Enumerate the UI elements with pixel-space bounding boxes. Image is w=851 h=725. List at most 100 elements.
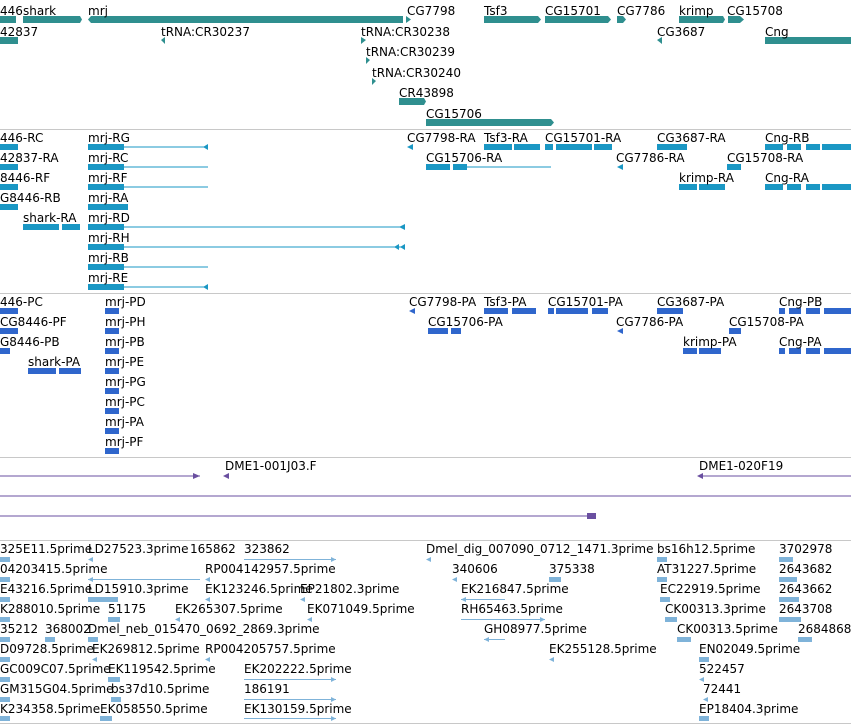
clone-label[interactable]: DME1-001J03.F [225, 459, 317, 473]
est-label[interactable]: EK265307.5prime [175, 602, 283, 616]
transcript-feature[interactable] [88, 144, 208, 150]
est-label[interactable]: RH65463.5prime [461, 602, 563, 616]
est-feature[interactable] [0, 657, 10, 662]
protein-label[interactable]: mrj-PC [105, 395, 145, 409]
protein-feature[interactable] [0, 348, 10, 354]
transcript-feature[interactable] [727, 164, 741, 170]
est-label[interactable]: CK00313.5prime [677, 622, 778, 636]
protein-feature[interactable] [0, 308, 18, 314]
est-label[interactable]: EK123246.5prime [205, 582, 313, 596]
gene-feature[interactable] [617, 16, 626, 23]
transcript-label[interactable]: mrj-RF [88, 171, 128, 185]
est-feature[interactable] [699, 716, 709, 721]
protein-label[interactable]: 446-PC [0, 295, 43, 309]
protein-feature[interactable] [657, 308, 683, 314]
est-feature[interactable] [45, 637, 55, 642]
transcript-label[interactable]: 446-RC [0, 131, 43, 145]
transcript-feature[interactable] [426, 164, 551, 170]
est-feature[interactable] [244, 557, 336, 562]
gene-feature[interactable] [88, 16, 403, 23]
est-label[interactable]: 72441 [703, 682, 741, 696]
protein-feature[interactable] [105, 368, 119, 374]
est-feature[interactable] [244, 677, 336, 682]
est-label[interactable]: 186191 [244, 682, 290, 696]
protein-feature[interactable] [105, 408, 119, 414]
est-feature[interactable] [92, 657, 97, 662]
protein-label[interactable]: Tsf3-PA [483, 295, 527, 309]
est-feature[interactable] [100, 716, 112, 721]
est-feature[interactable] [175, 617, 180, 622]
est-label[interactable]: RP004142957.5prime [205, 562, 336, 576]
est-label[interactable]: 2643708 [779, 602, 832, 616]
transcript-feature[interactable] [679, 184, 725, 190]
est-label[interactable]: EC22919.5prime [660, 582, 761, 596]
est-feature[interactable] [88, 577, 200, 582]
transcript-label[interactable]: CG15708-RA [727, 151, 804, 165]
transcript-feature[interactable] [407, 144, 413, 150]
protein-label[interactable]: CG15708-PA [729, 315, 805, 329]
est-label[interactable]: 35212 [0, 622, 38, 636]
clone-feature[interactable] [0, 473, 200, 479]
gene-label[interactable]: tRNA:CR30240 [372, 66, 461, 80]
est-feature[interactable] [779, 557, 793, 562]
protein-feature[interactable] [428, 328, 461, 334]
est-label[interactable]: EP18404.3prime [699, 702, 798, 716]
est-label[interactable]: EK058550.5prime [100, 702, 208, 716]
transcript-feature[interactable] [88, 184, 208, 190]
est-label[interactable]: 340606 [452, 562, 498, 576]
clone-feature[interactable] [697, 473, 851, 479]
gene-feature[interactable] [765, 37, 851, 44]
est-feature[interactable] [461, 597, 505, 602]
protein-label[interactable]: CG7786-PA [616, 315, 684, 329]
clone-feature[interactable] [223, 473, 229, 479]
protein-feature[interactable] [683, 348, 721, 354]
est-feature[interactable] [484, 637, 505, 642]
transcript-label[interactable]: shark-RA [23, 211, 77, 225]
transcript-feature[interactable] [0, 204, 18, 210]
est-feature[interactable] [0, 637, 10, 642]
est-feature[interactable] [108, 677, 120, 682]
est-feature[interactable] [0, 597, 10, 602]
gene-feature[interactable] [426, 119, 554, 126]
protein-feature[interactable] [105, 328, 119, 334]
transcript-label[interactable]: CG3687-RA [657, 131, 726, 145]
est-feature[interactable] [549, 577, 561, 582]
protein-label[interactable]: mrj-PE [105, 355, 144, 369]
transcript-feature[interactable] [88, 244, 405, 250]
est-label[interactable]: EK216847.5prime [461, 582, 569, 596]
est-feature[interactable] [307, 617, 312, 622]
est-label[interactable]: EK071049.5prime [307, 602, 415, 616]
transcript-label[interactable]: Tsf3-RA [483, 131, 529, 145]
protein-feature[interactable] [779, 348, 851, 354]
gene-feature[interactable] [0, 16, 16, 23]
est-feature[interactable] [300, 597, 305, 602]
protein-label[interactable]: CG3687-PA [657, 295, 725, 309]
est-label[interactable]: 2684868 [798, 622, 851, 636]
est-feature[interactable] [0, 697, 10, 702]
gene-feature[interactable] [372, 78, 376, 85]
est-feature[interactable] [0, 716, 10, 721]
gene-feature[interactable] [161, 37, 165, 44]
transcript-feature[interactable] [88, 264, 208, 270]
gene-feature[interactable] [0, 37, 18, 44]
protein-label[interactable]: shark-PA [28, 355, 81, 369]
gene-label[interactable]: CG15706 [426, 107, 482, 121]
est-label[interactable]: EK269812.5prime [92, 642, 200, 656]
protein-label[interactable]: CG7798-PA [409, 295, 477, 309]
protein-label[interactable]: krimp-PA [683, 335, 737, 349]
protein-feature[interactable] [617, 328, 623, 334]
est-label[interactable]: E43216.5prime [0, 582, 92, 596]
gene-label[interactable]: CG15701 [545, 4, 601, 18]
est-label[interactable]: 51175 [108, 602, 146, 616]
gene-label[interactable]: CG7786 [617, 4, 665, 18]
protein-label[interactable]: mrj-PG [105, 375, 146, 389]
protein-label[interactable]: mrj-PF [105, 435, 144, 449]
transcript-label[interactable]: mrj-RB [88, 251, 129, 265]
transcript-label[interactable]: mrj-RA [88, 191, 129, 205]
est-label[interactable]: 522457 [699, 662, 745, 676]
est-label[interactable]: EK255128.5prime [549, 642, 657, 656]
est-label[interactable]: 165862 [190, 542, 236, 556]
est-feature[interactable] [549, 657, 554, 662]
protein-label[interactable]: mrj-PA [105, 415, 145, 429]
est-label[interactable]: EN02049.5prime [699, 642, 800, 656]
